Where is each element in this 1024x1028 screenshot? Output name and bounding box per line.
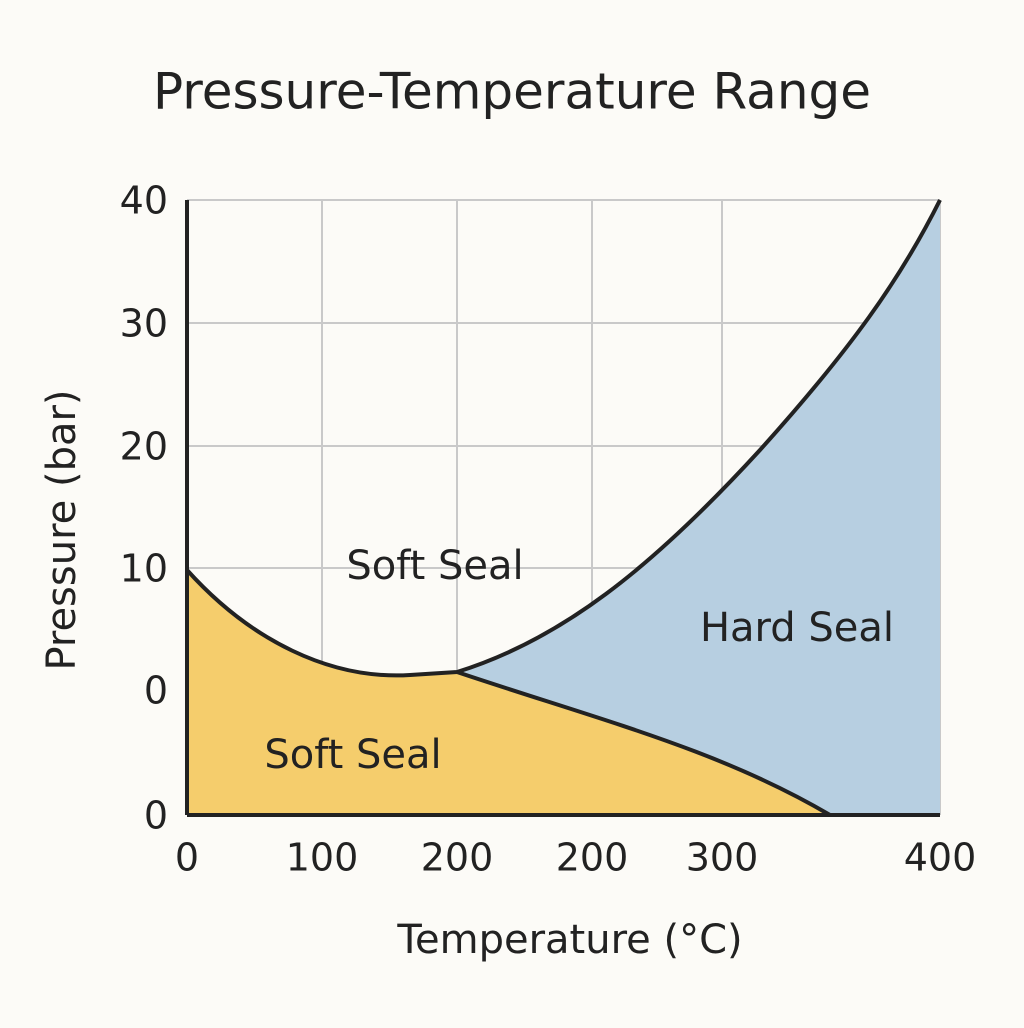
x-tick-label: 400 xyxy=(904,836,977,880)
y-tick-label: 30 xyxy=(120,302,168,346)
x-axis-label: Temperature (°C) xyxy=(396,917,742,963)
region-label: Soft Seal xyxy=(264,732,441,778)
soft-seal-region xyxy=(187,570,830,815)
hard-seal-region xyxy=(457,200,940,815)
upper-boundary xyxy=(185,199,942,678)
lower-boundary xyxy=(456,670,832,817)
y-axis-label: Pressure (bar) xyxy=(39,389,85,670)
x-tick-label: 200 xyxy=(556,836,629,880)
x-tick-label: 200 xyxy=(421,836,494,880)
x-tick-label: 300 xyxy=(686,836,759,880)
y-tick-label: 20 xyxy=(120,425,168,469)
chart-title: Pressure-Temperature Range xyxy=(153,63,871,121)
y-tick-label: 0 xyxy=(144,669,168,713)
region-label: Hard Seal xyxy=(700,605,894,651)
region-label: Soft Seal xyxy=(346,543,523,589)
y-tick-label: 0 xyxy=(144,794,168,838)
y-tick-label: 10 xyxy=(120,547,168,591)
x-tick-label: 100 xyxy=(286,836,359,880)
y-tick-label: 40 xyxy=(120,179,168,223)
x-tick-label: 0 xyxy=(175,836,199,880)
